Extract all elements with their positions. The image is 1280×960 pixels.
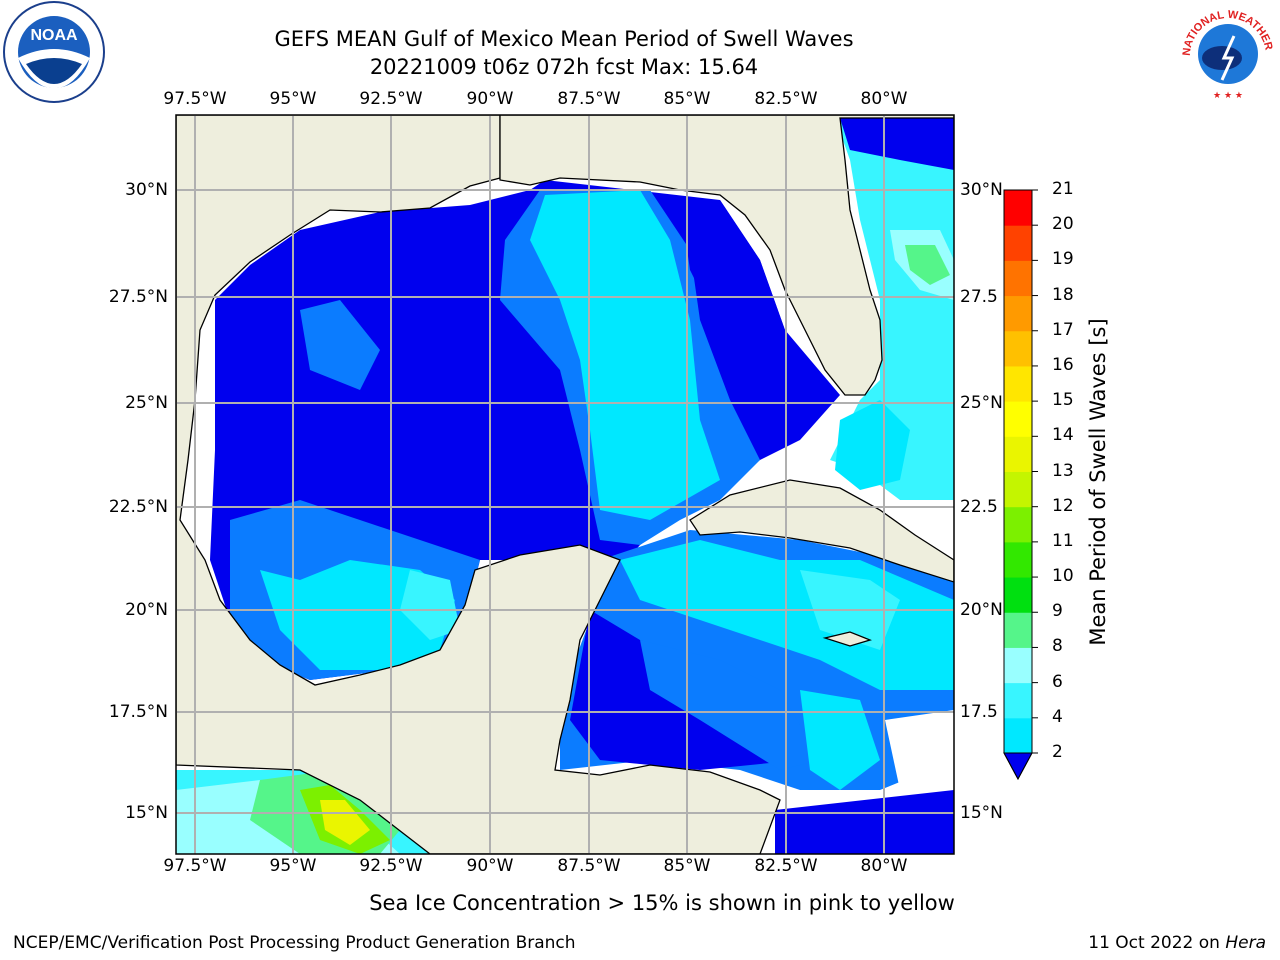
map-gridlines <box>176 115 954 854</box>
colorbar-band <box>1004 682 1032 719</box>
chart-title: GEFS MEAN Gulf of Mexico Mean Period of … <box>274 27 854 51</box>
colorbar-tick-label: 9 <box>1052 601 1063 622</box>
lat-tick-left: 22.5°N <box>108 497 168 517</box>
footer-right: 11 Oct 2022 on Hera <box>1088 933 1266 953</box>
colorbar-frame <box>1003 189 1033 781</box>
colorbar-band <box>1004 506 1032 543</box>
land-us-gulf <box>499 115 954 396</box>
colorbar-band <box>1004 577 1032 613</box>
colorbar-band <box>1004 612 1032 648</box>
colorbar-tick-label: 14 <box>1052 425 1074 446</box>
colorbar-band <box>1004 436 1032 472</box>
colorbar-tick-label: 16 <box>1052 354 1074 375</box>
lon-tick-bottom: 90°W <box>466 856 514 876</box>
footer-date: 11 Oct 2022 on <box>1088 933 1226 953</box>
colorbar-tick-label: 8 <box>1052 636 1063 657</box>
lon-tick-top: 87.5°W <box>557 89 621 109</box>
lon-tick-bottom: 80°W <box>860 856 908 876</box>
lon-tick-top: 90°W <box>466 89 514 109</box>
colorbar-band <box>1004 717 1032 754</box>
colorbar-tick-label: 17 <box>1052 319 1074 340</box>
sea-ice-caption: Sea Ice Concentration > 15% is shown in … <box>369 891 955 915</box>
lat-tick-right: 17.5 <box>960 702 998 722</box>
lon-tick-top: 85°W <box>663 89 711 109</box>
lat-tick-left: 27.5°N <box>108 287 168 307</box>
colorbar-tick-label: 12 <box>1052 495 1074 516</box>
chart-subtitle: 20221009 t06z 072h fcst Max: 15.64 <box>369 55 759 79</box>
footer-host: Hera <box>1225 933 1266 953</box>
colorbar-label: Mean Period of Swell Waves [s] <box>1086 318 1110 646</box>
lon-tick-bottom: 82.5°W <box>754 856 818 876</box>
lat-tick-left: 17.5°N <box>108 702 168 722</box>
colorbar-band <box>1004 260 1032 297</box>
lat-tick-left: 20°N <box>125 600 168 620</box>
lat-tick-right: 22.5 <box>960 497 998 517</box>
lon-tick-bottom: 87.5°W <box>557 856 621 876</box>
lon-tick-top: 80°W <box>860 89 908 109</box>
colorbar <box>1003 189 1038 781</box>
colorbar-tick-label: 2 <box>1052 742 1063 762</box>
lat-tick-left: 30°N <box>125 180 168 200</box>
land-mexico-texas <box>176 115 781 854</box>
land-cuba <box>689 479 954 583</box>
colorbar-band <box>1004 190 1032 226</box>
footer-left: NCEP/EMC/Verification Post Processing Pr… <box>13 933 576 953</box>
lat-tick-right: 27.5 <box>960 287 998 307</box>
atlantic-field <box>830 118 954 500</box>
colorbar-tick-label: 10 <box>1052 566 1074 587</box>
nws-logo: NATIONAL WEATHER SERVICE ★ ★ ★ <box>1176 0 1276 101</box>
lat-tick-right: 25°N <box>960 393 1003 413</box>
noaa-logo: NOAA <box>3 1 105 103</box>
colorbar-tick-label: 18 <box>1052 284 1074 305</box>
colorbar-tick-label: 19 <box>1052 249 1074 270</box>
lon-tick-bottom: 95°W <box>269 856 317 876</box>
colorbar-tick-label: 11 <box>1052 530 1074 551</box>
lat-tick-right: 20°N <box>960 600 1003 620</box>
colorbar-band <box>1004 330 1032 367</box>
colorbar-tick-label: 6 <box>1052 671 1063 692</box>
colorbar-band <box>1004 225 1032 261</box>
lat-tick-left: 15°N <box>125 803 168 823</box>
lat-tick-right: 15°N <box>960 803 1003 823</box>
noaa-logo-text: NOAA <box>30 27 78 44</box>
colorbar-tick-label: 20 <box>1052 214 1074 235</box>
colorbar-tick-label: 21 <box>1052 179 1074 199</box>
colorbar-under-arrow <box>1003 752 1033 781</box>
colorbar-band <box>1004 647 1032 684</box>
lon-tick-top: 82.5°W <box>754 89 818 109</box>
lat-tick-left: 25°N <box>125 393 168 413</box>
colorbar-band <box>1004 401 1032 437</box>
colorbar-band <box>1004 295 1032 332</box>
colorbar-tick-label: 4 <box>1052 706 1063 727</box>
colorbar-band <box>1004 365 1032 402</box>
lon-tick-top: 97.5°W <box>163 89 227 109</box>
colorbar-tick-label: 15 <box>1052 390 1074 411</box>
colorbar-tick-label: 13 <box>1052 460 1074 481</box>
map-frame <box>175 114 955 855</box>
colorbar-band <box>1004 471 1032 508</box>
colorbar-band <box>1004 541 1032 578</box>
lon-tick-top: 92.5°W <box>359 89 423 109</box>
lon-tick-top: 95°W <box>269 89 317 109</box>
lat-tick-right: 30°N <box>960 180 1003 200</box>
lon-tick-bottom: 85°W <box>663 856 711 876</box>
lon-tick-bottom: 97.5°W <box>163 856 227 876</box>
svg-text:★ ★ ★: ★ ★ ★ <box>1213 91 1243 101</box>
lon-tick-bottom: 92.5°W <box>359 856 423 876</box>
